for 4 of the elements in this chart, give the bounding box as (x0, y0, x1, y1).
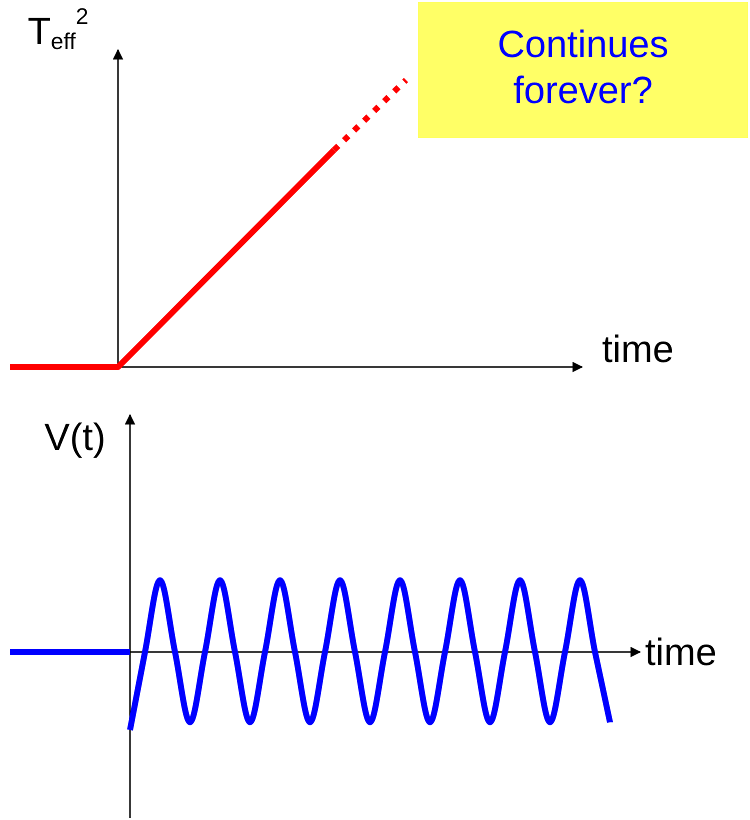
x-axis-title: time (645, 632, 717, 674)
x-axis-title: time (602, 329, 674, 372)
y-axis-title: V(t) (44, 417, 106, 460)
annotation: Continues forever? (497, 24, 669, 112)
